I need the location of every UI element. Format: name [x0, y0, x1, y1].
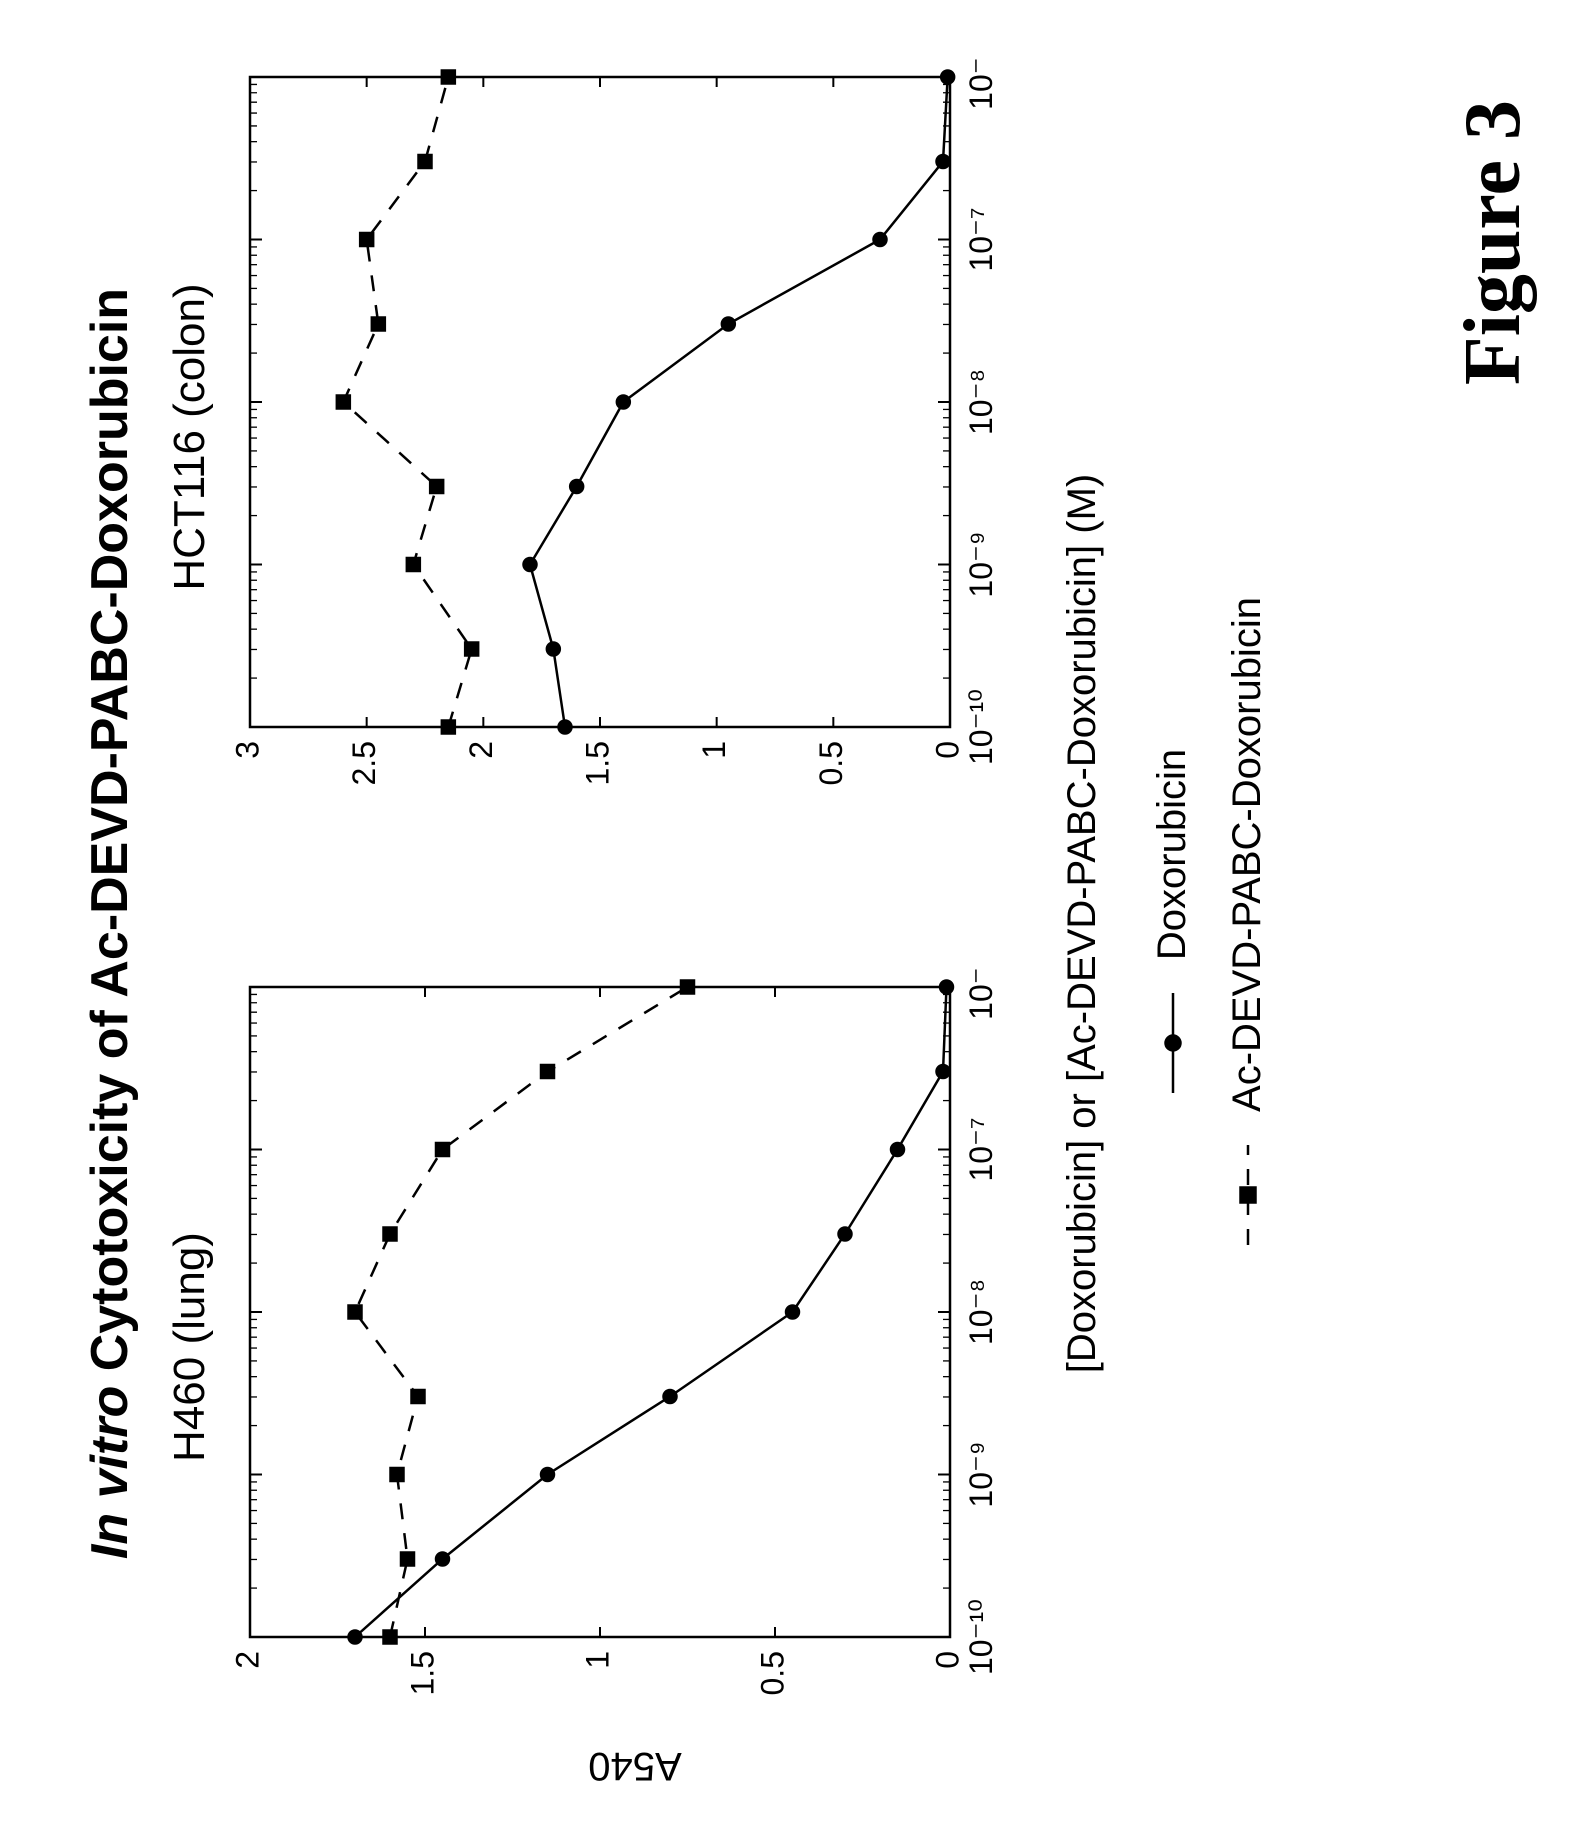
square-marker: [418, 155, 432, 169]
legend-swatch: [1228, 1140, 1268, 1250]
figure-root: In vitro Cytotoxicity of Ac-DEVD-PABC-Do…: [0, 0, 1589, 1847]
x-tick-label: 10⁻⁶: [963, 57, 999, 110]
legend: Doxorubicin Ac-DEVD-PABC-Doxorubicin: [1150, 0, 1270, 1847]
circle-marker: [546, 642, 560, 656]
circle-marker: [523, 558, 537, 572]
circle-marker: [616, 395, 630, 409]
circle-marker: [941, 70, 955, 84]
square-marker: [360, 233, 374, 247]
chart-svg: 0 0.5 1 1.5 2 2.5 3 10⁻¹⁰ 10⁻⁹ 10⁻⁸ 10⁻⁷ 10⁻⁶: [230, 57, 1040, 817]
square-marker: [436, 1143, 450, 1157]
plot-frame: [250, 77, 950, 727]
panel-h460: H460 (lung)A54000.511.5210⁻¹⁰10⁻⁹10⁻⁸10⁻…: [230, 967, 1040, 1727]
square-marker: [465, 642, 479, 656]
y-tick-label: 2: [463, 741, 499, 759]
y-tick-label: 1.5: [579, 741, 615, 785]
square-marker: [1240, 1187, 1256, 1203]
square-marker: [383, 1630, 397, 1644]
square-marker: [441, 720, 455, 734]
y-tick-label: 1: [579, 1651, 615, 1669]
square-marker: [681, 980, 695, 994]
figure-main-title: In vitro Cytotoxicity of Ac-DEVD-PABC-Do…: [80, 0, 140, 1847]
circle-marker: [891, 1143, 905, 1157]
x-tick-label: 10⁻⁸: [963, 369, 999, 435]
x-tick-label: 10⁻⁶: [963, 967, 999, 1020]
circle-marker: [436, 1552, 450, 1566]
square-marker: [348, 1305, 362, 1319]
x-tick-label: 10⁻¹⁰: [963, 1599, 999, 1675]
square-marker: [541, 1065, 555, 1079]
y-axis-label: A540: [588, 1743, 681, 1788]
circle-marker: [570, 480, 584, 494]
circle-marker: [873, 233, 887, 247]
y-tick-label: 1: [696, 741, 732, 759]
circle-marker: [936, 1065, 950, 1079]
panel-title: H460 (lung): [165, 967, 215, 1727]
y-tick-label: 0: [929, 741, 965, 759]
y-tick-label: 0: [929, 1651, 965, 1669]
square-marker: [371, 317, 385, 331]
y-tick-label: 1.5: [404, 1651, 440, 1695]
circle-marker: [541, 1468, 555, 1482]
chart-svg: 0 0.5 1 1.5 2 10⁻¹⁰ 10⁻⁹ 10⁻⁸ 10⁻⁷ 10⁻⁶: [230, 967, 1040, 1727]
square-marker: [336, 395, 350, 409]
circle-marker: [1165, 1035, 1181, 1051]
panel-hct116: HCT116 (colon)00.511.522.5310⁻¹⁰10⁻⁹10⁻⁸…: [230, 57, 1040, 817]
x-tick-label: 10⁻⁸: [963, 1279, 999, 1345]
legend-label: Ac-DEVD-PABC-Doxorubicin: [1225, 597, 1270, 1112]
square-marker: [383, 1227, 397, 1241]
square-marker: [430, 480, 444, 494]
circle-marker: [940, 980, 954, 994]
x-tick-label: 10⁻⁹: [963, 531, 999, 597]
legend-item-dox: Doxorubicin: [1150, 749, 1195, 1098]
circle-marker: [786, 1305, 800, 1319]
figure-number-label: Figure 3: [1448, 100, 1539, 385]
y-tick-label: 0.5: [754, 1651, 790, 1695]
x-tick-label: 10⁻⁷: [963, 1117, 999, 1181]
circle-marker: [663, 1390, 677, 1404]
circle-marker: [348, 1630, 362, 1644]
x-axis-label: [Doxorubicin] or [Ac-DEVD-PABC-Doxorubic…: [1060, 0, 1105, 1847]
x-tick-label: 10⁻¹⁰: [963, 689, 999, 765]
circle-marker: [558, 720, 572, 734]
y-tick-label: 2: [230, 1651, 265, 1669]
circle-marker: [721, 317, 735, 331]
panels-wrap: H460 (lung)A54000.511.5210⁻¹⁰10⁻⁹10⁻⁸10⁻…: [230, 57, 1040, 1727]
legend-label: Doxorubicin: [1150, 749, 1195, 960]
y-tick-label: 3: [230, 741, 265, 759]
y-tick-label: 0.5: [813, 741, 849, 785]
panel-title: HCT116 (colon): [165, 57, 215, 817]
legend-swatch: [1153, 988, 1193, 1098]
circle-marker: [838, 1227, 852, 1241]
square-marker: [401, 1552, 415, 1566]
square-marker: [411, 1390, 425, 1404]
x-tick-label: 10⁻⁷: [963, 207, 999, 271]
circle-marker: [936, 155, 950, 169]
square-marker: [441, 70, 455, 84]
legend-item-pro: Ac-DEVD-PABC-Doxorubicin: [1225, 597, 1270, 1250]
y-tick-label: 2.5: [346, 741, 382, 785]
x-tick-label: 10⁻⁹: [963, 1441, 999, 1507]
square-marker: [406, 558, 420, 572]
square-marker: [390, 1468, 404, 1482]
